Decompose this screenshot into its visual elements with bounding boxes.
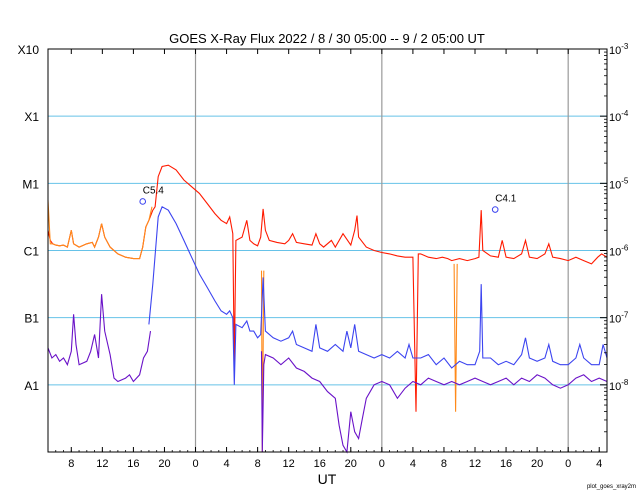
x-tick-label: 12 — [283, 458, 295, 470]
annotation-layer: C5.4 C4.1 — [139, 185, 517, 213]
x-tick-label: 4 — [224, 458, 230, 470]
y-exponent-label: 10-8 — [609, 378, 629, 393]
flux-series-line — [453, 263, 458, 412]
x-tick-label: 16 — [500, 458, 512, 470]
x-tick-label: 4 — [596, 458, 602, 470]
x-tick-label: 20 — [531, 458, 543, 470]
x-tick-label: 12 — [96, 458, 108, 470]
x-tick-label: 0 — [379, 458, 385, 470]
x-tick-label: 8 — [441, 458, 447, 470]
x-tick-label: 4 — [410, 458, 416, 470]
flare-label: C5.4 — [143, 185, 165, 196]
flare-label: C4.1 — [495, 194, 517, 205]
x-tick-label: 8 — [68, 458, 74, 470]
x-tick-label: 20 — [158, 458, 170, 470]
series-layer — [47, 164, 608, 454]
y-level-label: B1 — [24, 312, 39, 326]
y-axis-ticks: X10 X1 M1 C1 B1 A1 10-3 10-4 10-5 10-6 10-7 10-8 — [18, 42, 629, 433]
x-tick-label: 16 — [127, 458, 139, 470]
y-exponent-label: 10-7 — [609, 311, 629, 326]
y-level-label: M1 — [22, 177, 39, 191]
y-exponent-label: 10-3 — [609, 42, 629, 57]
flare-peak-marker — [491, 206, 499, 213]
flux-series-line — [47, 164, 608, 412]
x-axis-ticks: 8 12 16 20 0 4 8 12 16 20 0 4 8 12 16 20 0 4 — [47, 49, 608, 470]
y-exponent-label: 10-6 — [609, 244, 629, 259]
flux-series-line — [47, 294, 152, 383]
footer-text: plot_goes_xray2m — [587, 484, 636, 490]
y-exponent-label: 10-5 — [609, 176, 629, 191]
flare-peak-marker — [139, 198, 147, 205]
x-tick-label: 0 — [565, 458, 571, 470]
x-tick-label: 16 — [314, 458, 326, 470]
grid-lines — [48, 48, 607, 452]
y-exponent-label: 10-4 — [609, 109, 629, 124]
chart-title: GOES X-Ray Flux 2022 / 8 / 30 05:00 -- 9… — [169, 31, 485, 46]
x-tick-label: 0 — [192, 458, 198, 470]
x-tick-label: 8 — [255, 458, 261, 470]
y-level-label: X10 — [18, 43, 40, 57]
y-level-label: C1 — [24, 245, 40, 259]
y-level-label: X1 — [24, 110, 39, 124]
flux-series-line — [260, 351, 608, 454]
y-level-label: A1 — [24, 379, 39, 393]
x-tick-label: 20 — [345, 458, 357, 470]
flux-series-line — [47, 200, 153, 260]
flux-series-line — [148, 206, 608, 385]
x-axis-label: UT — [318, 471, 337, 487]
x-tick-label: 12 — [469, 458, 481, 470]
